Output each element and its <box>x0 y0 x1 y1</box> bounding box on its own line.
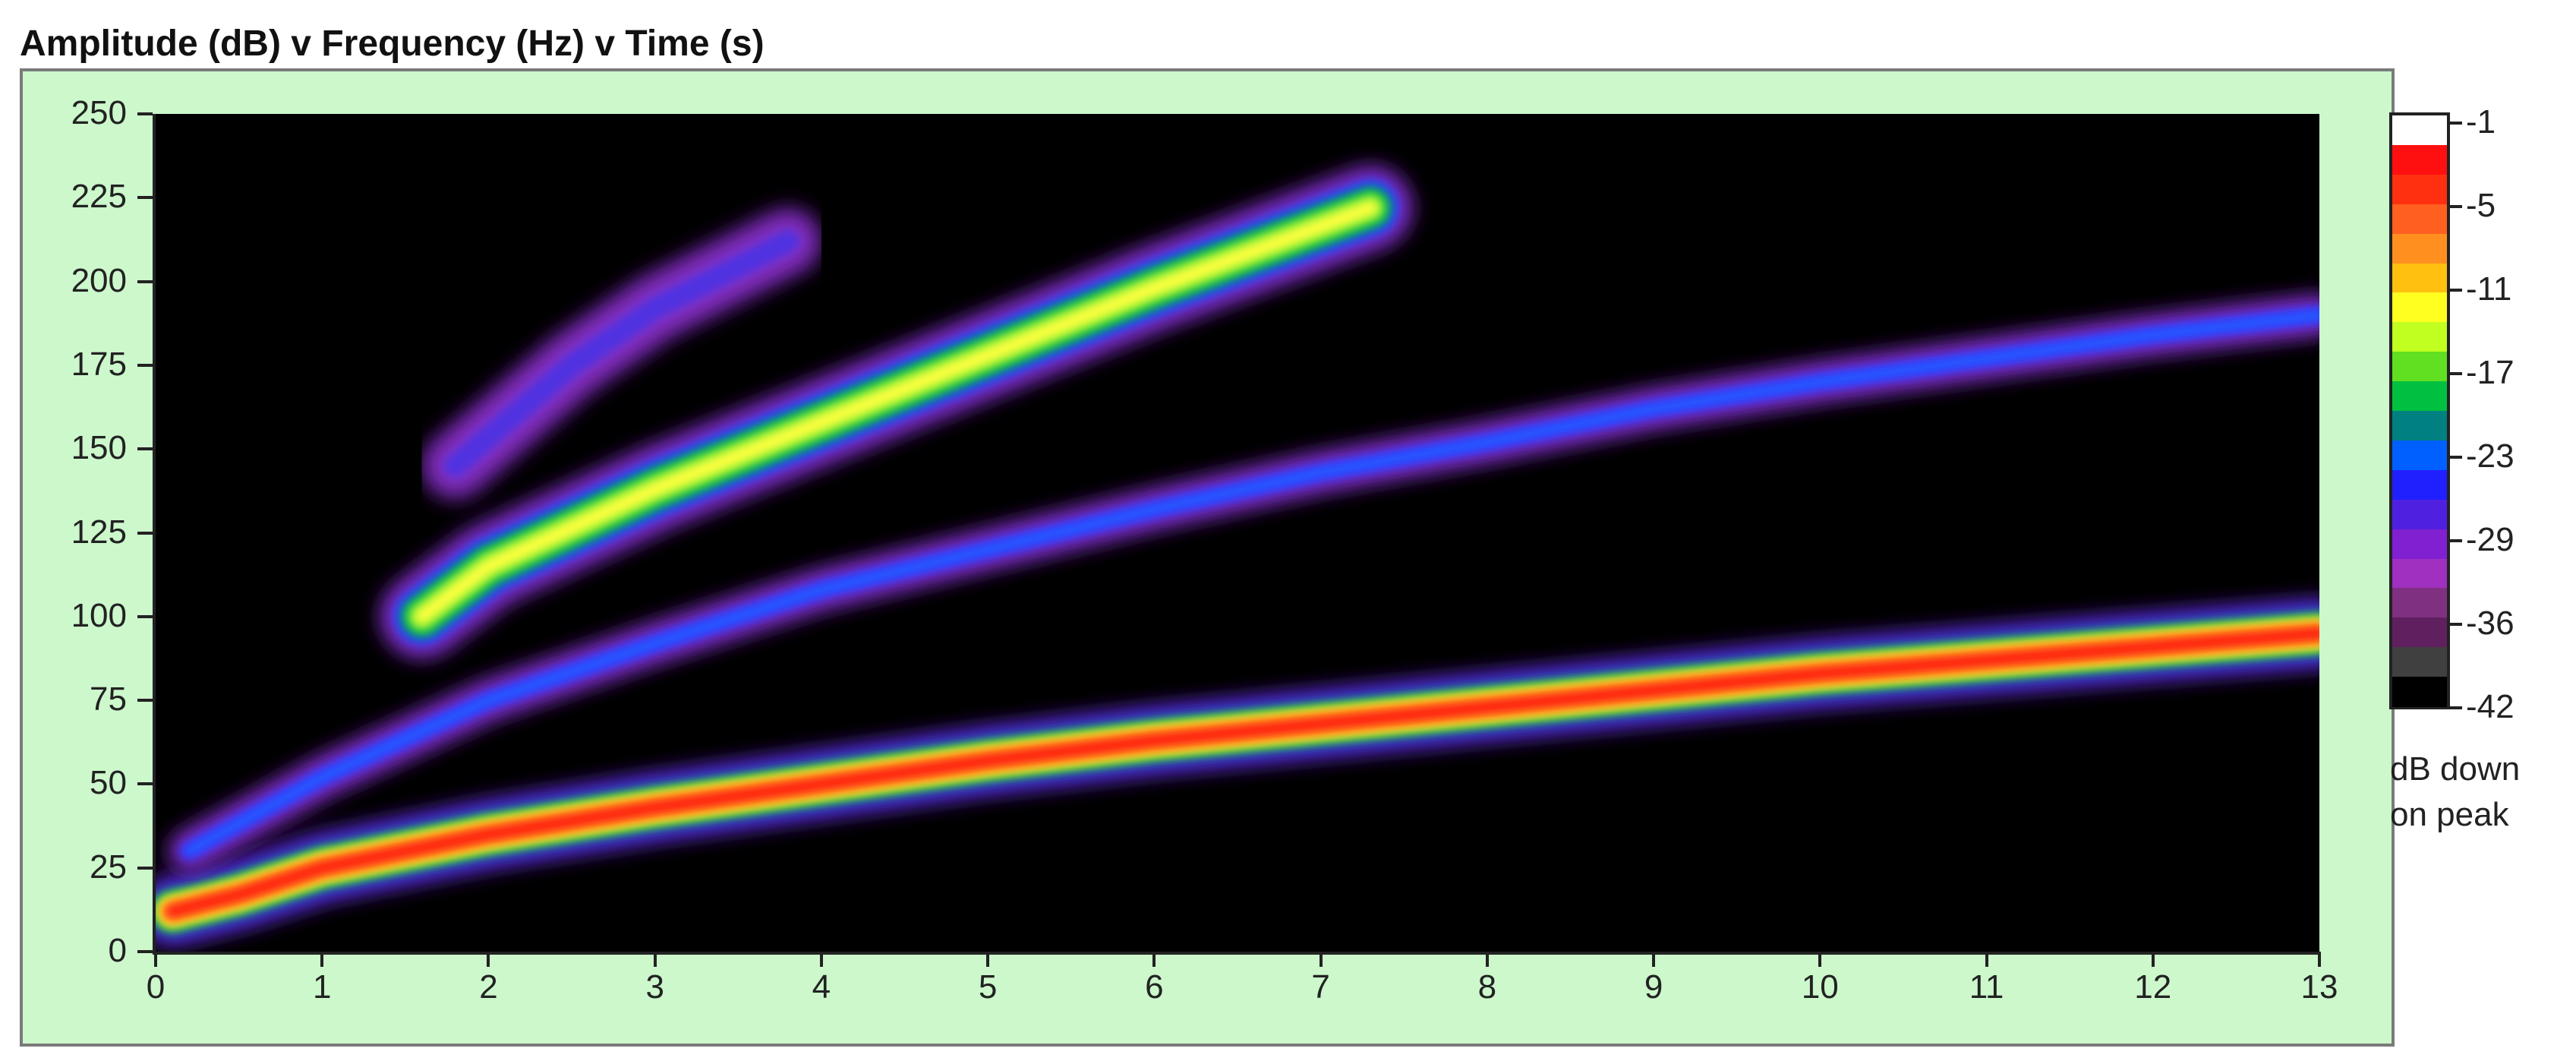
y-tick-label: 250 <box>71 94 127 131</box>
y-tick <box>137 363 153 367</box>
y-tick <box>137 866 153 870</box>
colorbar-segment <box>2392 617 2447 649</box>
x-tick <box>1485 952 1489 967</box>
y-tick-label: 175 <box>71 345 127 383</box>
x-tick-label: 7 <box>1311 968 1330 1006</box>
colorbar-tick <box>2450 205 2462 208</box>
colorbar-tick <box>2450 623 2462 626</box>
y-tick <box>137 782 153 786</box>
x-tick <box>320 952 324 967</box>
series-1-band-3 <box>184 310 2319 856</box>
colorbar-segment <box>2392 144 2447 175</box>
x-tick-label: 10 <box>1801 968 1839 1006</box>
x-tick-label: 0 <box>146 968 166 1006</box>
colorbar-segment <box>2392 558 2447 589</box>
colorbar-label: -11 <box>2466 270 2512 308</box>
x-tick <box>1652 952 1656 967</box>
x-tick-label: 13 <box>2300 968 2338 1006</box>
colorbar-tick <box>2450 706 2462 709</box>
x-axis-line <box>153 952 2319 955</box>
colorbar-segment <box>2392 352 2447 383</box>
colorbar-tick <box>2450 289 2462 292</box>
colorbar-segment <box>2392 411 2447 441</box>
colorbar-segment <box>2392 322 2447 353</box>
x-tick <box>653 952 657 967</box>
y-tick <box>137 279 153 283</box>
colorbar-label: -29 <box>2466 521 2515 558</box>
x-tick <box>1319 952 1323 967</box>
y-tick <box>137 699 153 703</box>
colorbar-segment <box>2392 588 2447 619</box>
spectrogram-plot-area <box>156 114 2319 952</box>
y-axis-line <box>153 114 156 955</box>
y-tick-label: 100 <box>71 596 127 634</box>
y-tick-label: 225 <box>71 178 127 216</box>
colorbar-tick <box>2450 539 2462 542</box>
series-0-band-3 <box>156 616 2319 929</box>
x-tick-label: 3 <box>645 968 664 1006</box>
colorbar-tick <box>2450 372 2462 375</box>
colorbar-title-line1: dB down <box>2390 750 2521 788</box>
colorbar-segment <box>2392 469 2447 501</box>
colorbar-segment <box>2392 677 2447 707</box>
y-tick <box>137 112 153 115</box>
y-tick <box>137 447 153 451</box>
y-tick <box>137 950 153 953</box>
x-tick <box>2318 952 2321 967</box>
colorbar-segment <box>2392 499 2447 530</box>
colorbar-label: -1 <box>2466 103 2496 141</box>
colorbar-label: -17 <box>2466 354 2515 391</box>
colorbar <box>2389 112 2450 709</box>
colorbar-segment <box>2392 381 2447 412</box>
colorbar-title-line2: on peak <box>2390 796 2509 833</box>
x-tick <box>487 952 490 967</box>
colorbar-label: -5 <box>2466 187 2496 224</box>
x-tick <box>2151 952 2155 967</box>
chart-title: Amplitude (dB) v Frequency (Hz) v Time (… <box>20 24 765 64</box>
x-tick-label: 1 <box>312 968 332 1006</box>
colorbar-segment <box>2392 440 2447 471</box>
x-tick-label: 12 <box>2134 968 2172 1006</box>
x-tick <box>1818 952 1822 967</box>
x-tick-label: 8 <box>1477 968 1497 1006</box>
x-tick <box>154 952 157 967</box>
y-tick-label: 150 <box>71 429 127 467</box>
series-2-band-5 <box>415 201 1378 624</box>
x-tick-label: 4 <box>812 968 831 1006</box>
colorbar-tick <box>2450 122 2462 125</box>
x-tick <box>819 952 823 967</box>
series-3-band-2 <box>443 229 800 478</box>
y-tick <box>137 531 153 535</box>
x-tick-label: 9 <box>1644 968 1663 1006</box>
y-tick-label: 75 <box>90 680 127 718</box>
colorbar-segment <box>2392 115 2447 146</box>
x-tick-label: 6 <box>1145 968 1164 1006</box>
y-tick-label: 25 <box>90 848 127 886</box>
y-tick-label: 200 <box>71 261 127 299</box>
y-tick <box>137 196 153 200</box>
colorbar-label: -42 <box>2466 688 2515 725</box>
y-tick <box>137 614 153 618</box>
y-tick-label: 0 <box>108 932 127 969</box>
colorbar-segment <box>2392 647 2447 678</box>
x-tick <box>1985 952 1988 967</box>
x-tick <box>1152 952 1156 967</box>
x-tick-label: 11 <box>1969 968 2004 1006</box>
colorbar-segment <box>2392 292 2447 324</box>
colorbar-segment <box>2392 529 2447 560</box>
y-tick-label: 50 <box>90 764 127 802</box>
y-tick-label: 125 <box>71 513 127 551</box>
colorbar-segment <box>2392 174 2447 205</box>
spectrogram-heatmap <box>156 166 2319 946</box>
x-tick-label: 5 <box>978 968 998 1006</box>
colorbar-segment <box>2392 263 2447 294</box>
colorbar-segment <box>2392 204 2447 235</box>
x-tick <box>986 952 990 967</box>
colorbar-tick <box>2450 456 2462 459</box>
colorbar-label: -23 <box>2466 437 2515 475</box>
colorbar-label: -36 <box>2466 605 2515 642</box>
colorbar-segment <box>2392 233 2447 264</box>
x-tick-label: 2 <box>479 968 498 1006</box>
series-0-band-5 <box>165 626 2319 919</box>
